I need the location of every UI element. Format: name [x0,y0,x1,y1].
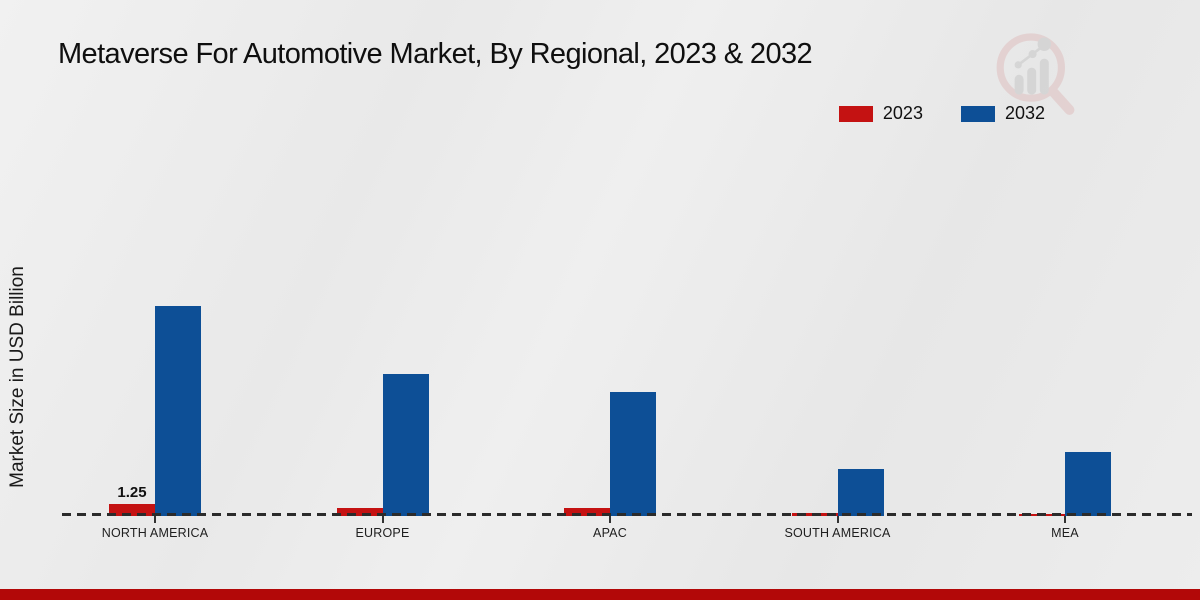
x-axis-category-label: MEA [1051,526,1079,540]
x-axis-category-label: NORTH AMERICA [101,526,209,540]
legend-swatch [838,105,873,122]
x-axis-category-label: APAC [593,526,627,540]
bar-2023-europe [336,507,383,516]
bar-2023-apac [564,508,610,516]
x-axis-tick [1064,516,1066,523]
x-axis-category-label: EUROPE [355,526,410,540]
brand-logo-magnifier-chart-icon [996,33,1075,115]
x-axis-tick [609,516,611,523]
x-axis-dashed-baseline [62,513,1192,516]
chart-title: Metaverse For Automotive Market, By Regi… [58,38,813,70]
bar-value-label: 1.25 [117,483,147,501]
x-axis-tick [154,516,156,523]
bar-2032-europe [382,374,429,516]
bar-2032-apac [610,392,656,516]
bottom-accent-strip [0,589,1200,600]
legend-item-2023: 2023 [838,103,923,124]
legend-label: 2023 [882,103,923,123]
bar-2023-north-america [109,503,155,516]
bar-2032-north-america [155,306,201,516]
legend-swatch [960,105,995,122]
bar-2032-mea [1065,452,1111,516]
bar-2032-south-america [837,469,884,516]
x-axis-category-label: SOUTH AMERICA [784,526,891,540]
legend-label: 2032 [1004,103,1045,123]
legend-item-2032: 2032 [960,103,1045,124]
x-axis-tick [381,516,384,523]
x-axis-tick [836,516,839,523]
chart-legend: 2023 2032 [838,103,1045,124]
